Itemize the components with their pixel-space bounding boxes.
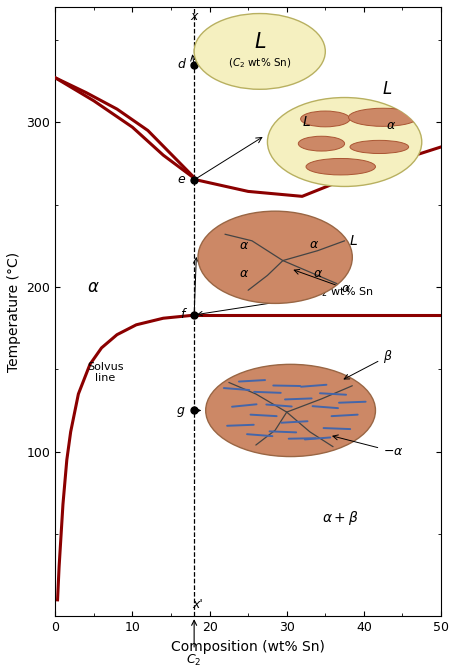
Ellipse shape — [305, 159, 374, 175]
Text: $\alpha$: $\alpha$ — [239, 240, 249, 252]
Ellipse shape — [298, 136, 344, 151]
Text: f: f — [180, 308, 184, 321]
Text: $\alpha$: $\alpha$ — [87, 278, 100, 296]
Text: d: d — [177, 58, 184, 71]
Text: x': x' — [192, 598, 203, 611]
Ellipse shape — [197, 211, 352, 304]
Ellipse shape — [194, 13, 324, 89]
Ellipse shape — [348, 108, 417, 126]
Text: x: x — [190, 10, 197, 23]
Text: $\alpha + \beta$: $\alpha + \beta$ — [322, 508, 358, 527]
Text: $\alpha$: $\alpha$ — [385, 119, 395, 132]
Text: e: e — [177, 173, 184, 187]
Text: $C_2$ wt% Sn: $C_2$ wt% Sn — [197, 285, 372, 316]
Text: $C_2$: $C_2$ — [186, 620, 202, 668]
Text: ($C_2$ wt% Sn): ($C_2$ wt% Sn) — [228, 56, 291, 70]
Ellipse shape — [267, 98, 421, 187]
X-axis label: Composition (wt% Sn): Composition (wt% Sn) — [171, 640, 324, 654]
Ellipse shape — [300, 111, 349, 127]
Text: $\alpha$: $\alpha$ — [293, 270, 350, 295]
Text: $-\alpha$: $-\alpha$ — [332, 435, 403, 458]
Text: $\alpha$: $\alpha$ — [239, 267, 249, 280]
Text: Solvus
line: Solvus line — [87, 362, 123, 383]
Text: $L$: $L$ — [301, 115, 310, 129]
Text: $\alpha$: $\alpha$ — [308, 237, 318, 251]
Text: $\alpha + L$: $\alpha + L$ — [323, 233, 358, 248]
Y-axis label: Temperature (°C): Temperature (°C) — [7, 252, 21, 372]
Ellipse shape — [205, 365, 374, 456]
Text: g: g — [177, 404, 184, 417]
Ellipse shape — [349, 140, 408, 153]
Text: $\alpha$: $\alpha$ — [312, 267, 322, 280]
Text: $L$: $L$ — [381, 80, 391, 98]
Text: $L$: $L$ — [253, 31, 265, 52]
Text: $\beta$: $\beta$ — [344, 348, 392, 379]
